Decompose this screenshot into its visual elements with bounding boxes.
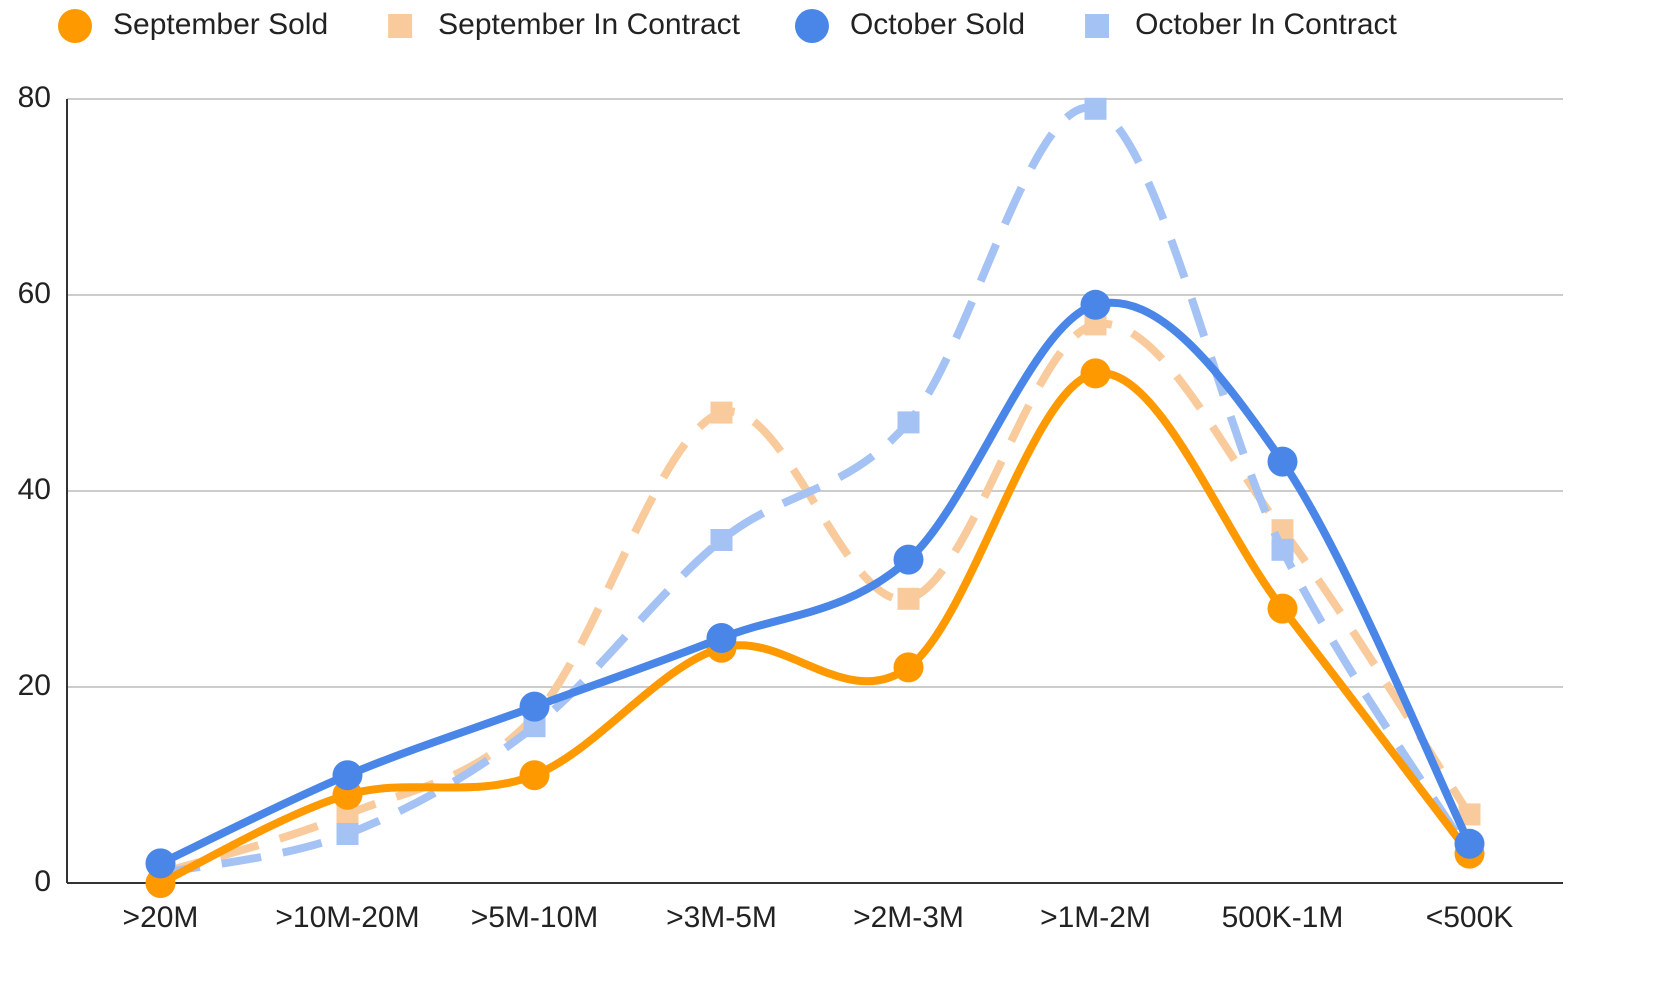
y-tick-label: 0 [34,865,51,898]
marker [523,715,546,738]
x-tick-label: 500K-1M [1222,901,1344,934]
marker [519,760,550,791]
marker [897,411,920,434]
x-tick-label: >10M-20M [275,901,419,934]
marker [1267,446,1298,477]
x-tick-label: >2M-3M [853,901,964,934]
marker [893,544,924,575]
legend-marker [1085,14,1110,38]
y-tick-label: 80 [18,81,51,114]
marker [1084,97,1107,120]
marker [145,848,176,879]
marker [336,823,359,845]
marker [897,587,920,610]
marker [1084,313,1107,336]
marker [336,803,359,826]
legend-label: September In Contract [438,8,740,41]
marker [706,623,737,653]
marker [519,691,550,722]
marker [332,760,363,791]
x-tick-label: >20M [123,901,199,934]
legend-marker [58,9,92,43]
x-tick-label: >1M-2M [1040,901,1151,934]
marker [1080,289,1111,320]
legend-label: September Sold [113,8,328,41]
x-tick-label: >3M-5M [666,901,777,934]
legend-label: October Sold [850,8,1025,41]
marker [1080,358,1111,389]
marker [710,401,733,424]
series-line [158,369,1473,887]
x-tick-label: <500K [1426,901,1514,934]
y-tick-label: 20 [18,669,51,702]
y-tick-label: 60 [18,277,51,310]
marker [1458,803,1481,826]
marker [1267,593,1298,624]
marker [1271,538,1294,561]
x-tick-label: >5M-10M [471,901,599,934]
marker [1454,828,1485,859]
legend: September Sold September In Contract Octob… [58,8,1398,43]
legend-marker [794,9,829,43]
legend-label: October In Contract [1135,8,1397,41]
marker [893,652,924,683]
y-tick-label: 40 [18,473,51,506]
legend-marker [388,14,413,38]
marker [710,529,733,551]
